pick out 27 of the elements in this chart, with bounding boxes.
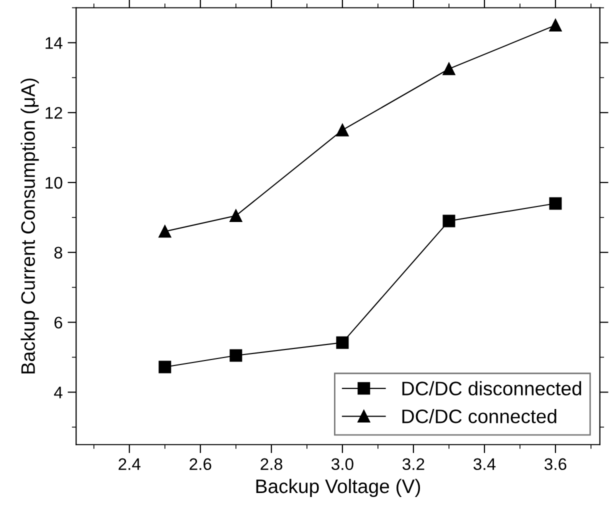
point (230, 349, 242, 362)
point (158, 360, 172, 374)
point (549, 197, 562, 210)
point (158, 225, 172, 238)
y-tick-label: 8 (54, 246, 62, 259)
legend-label: DC/DC disconnected (402, 381, 582, 396)
point (230, 209, 242, 222)
point (336, 336, 349, 349)
point (442, 214, 456, 228)
x-tick-label: 2.6 (190, 458, 212, 470)
point (336, 124, 349, 136)
legend-label: DC/DC connected (402, 408, 556, 424)
y-axis-title: Backup Current Consumption (μA) (20, 78, 39, 374)
x-tick-label: 2.8 (260, 458, 282, 470)
y-tick-label: 10 (46, 176, 62, 189)
x-tick-label: 2.4 (118, 458, 140, 470)
y-tick-label: 6 (54, 316, 62, 328)
y-tick-label: 12 (46, 107, 62, 119)
point (549, 18, 562, 32)
x-tick-label: 3.4 (474, 458, 496, 470)
x-axis-title: Backup Voltage (V) (256, 478, 420, 498)
y-tick-label: 4 (54, 386, 62, 398)
x-tick-label: 3.6 (544, 458, 566, 470)
point (442, 62, 456, 76)
x-tick-label: 3.2 (402, 458, 424, 470)
y-tick-label: 14 (46, 37, 62, 49)
x-tick-label: 3.0 (331, 458, 354, 470)
